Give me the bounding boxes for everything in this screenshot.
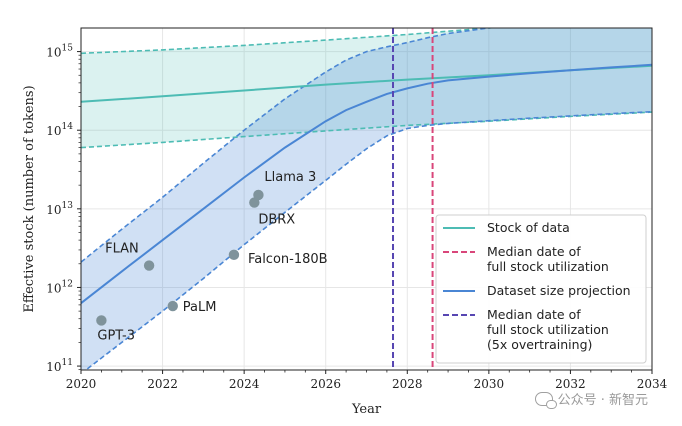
y-tick-label-11: 1011	[46, 358, 73, 374]
x-tick-label-2024: 2024	[229, 377, 260, 391]
model-label-flan: FLAN	[105, 242, 139, 257]
model-point-flan	[143, 260, 155, 271]
watermark: 公众号 · 新智元	[534, 389, 648, 409]
y-tick-base: 10	[46, 203, 61, 217]
model-label-falcon-180b: Falcon-180B	[248, 252, 328, 267]
model-label-gpt-3: GPT-3	[97, 328, 135, 343]
model-point-palm	[167, 300, 178, 312]
model-point-gpt-3	[96, 315, 107, 326]
y-tick-label-14: 1014	[46, 122, 73, 138]
dataset-projection-line	[81, 63, 652, 304]
y-tick-base: 10	[46, 46, 61, 60]
model-point-dbrx	[249, 197, 260, 208]
watermark-text: 公众号 · 新智元	[557, 393, 648, 408]
x-tick-label-2030: 2030	[474, 377, 505, 391]
legend-label-3-0: Median date of	[487, 307, 581, 322]
legend-label-0-0: Stock of data	[487, 220, 570, 235]
model-label-llama-3: Llama 3	[264, 170, 316, 185]
y-tick-label-12: 1012	[46, 279, 73, 295]
y-tick-exponent: 11	[62, 358, 73, 368]
y-tick-base: 10	[46, 281, 61, 295]
projection-upper-bound	[81, 28, 495, 263]
y-tick-exponent: 15	[62, 44, 74, 54]
y-tick-label-13: 1013	[46, 201, 73, 217]
model-point-llama-3	[253, 189, 264, 201]
wechat-icon	[534, 391, 557, 409]
y-tick-exponent: 12	[62, 279, 73, 289]
projection-band	[81, 28, 652, 370]
legend-label-1-1: full stock utilization	[487, 259, 609, 274]
stock-lower-bound	[81, 111, 652, 149]
stock-band	[81, 28, 652, 148]
legend-label-2-0: Dataset size projection	[487, 283, 631, 298]
plot-area	[81, 28, 652, 370]
model-label-dbrx: DBRX	[258, 213, 295, 228]
y-tick-base: 10	[46, 360, 61, 374]
x-tick-label-2034: 2034	[637, 377, 668, 391]
x-tick-label-2028: 2028	[392, 377, 423, 391]
y-tick-base: 10	[46, 124, 61, 138]
x-tick-label-2026: 2026	[310, 377, 341, 391]
x-axis-label: Year	[351, 402, 382, 417]
legend-label-3-1: full stock utilization	[487, 322, 609, 337]
y-tick-exponent: 14	[62, 122, 74, 132]
y-tick-exponent: 13	[62, 201, 74, 211]
projection-lower-bound	[84, 110, 652, 370]
legend-label-3-2: (5x overtraining)	[487, 337, 592, 352]
x-tick-label-2032: 2032	[555, 377, 586, 391]
x-tick-label-2020: 2020	[66, 377, 97, 391]
legend-box	[435, 214, 647, 364]
y-axis-label: Effective stock (number of tokens)	[22, 85, 37, 312]
model-label-palm: PaLM	[183, 300, 217, 315]
model-point-falcon-180b	[228, 249, 240, 261]
y-tick-label-15: 1015	[46, 44, 73, 60]
legend-label-1-0: Median date of	[487, 244, 581, 259]
x-tick-label-2022: 2022	[147, 377, 178, 391]
